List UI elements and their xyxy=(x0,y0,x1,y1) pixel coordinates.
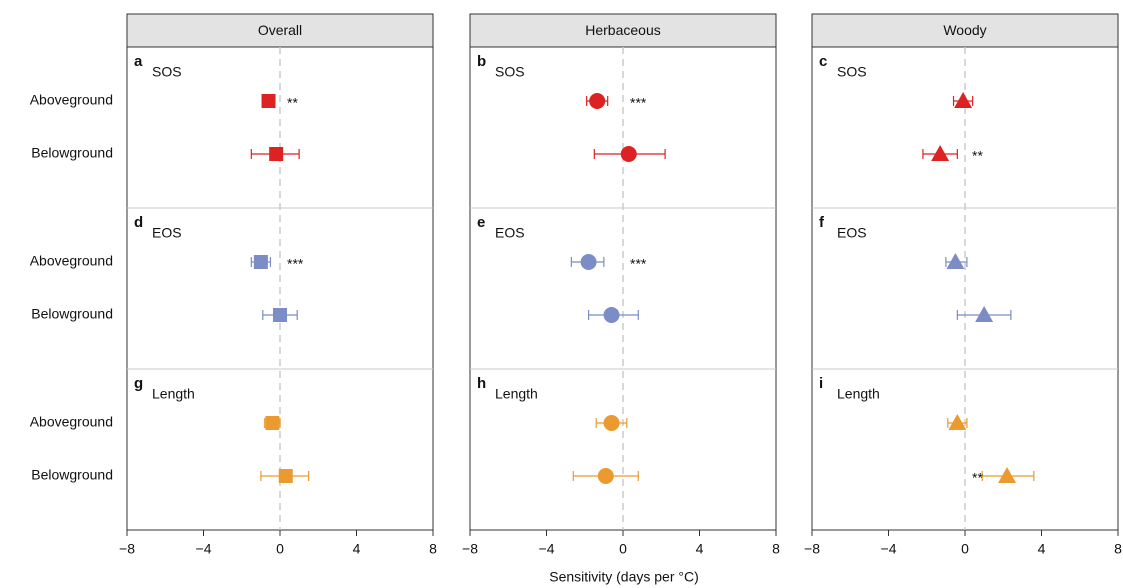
panel-letter: h xyxy=(477,375,486,392)
x-axis-label: Sensitivity (days per °C) xyxy=(549,569,699,585)
x-tick-label: −4 xyxy=(539,541,555,557)
y-tick-label: Belowground xyxy=(31,467,113,483)
marker xyxy=(597,468,614,484)
x-tick-label: 4 xyxy=(696,541,704,557)
marker xyxy=(603,307,620,323)
significance: *** xyxy=(630,95,647,111)
group-name: Length xyxy=(495,386,538,402)
marker xyxy=(946,253,965,269)
panel-title: Overall xyxy=(258,22,302,38)
significance: ** xyxy=(287,95,298,111)
x-tick-label: −4 xyxy=(881,541,897,557)
panel-letter: b xyxy=(477,53,486,70)
group-name: EOS xyxy=(837,225,867,241)
panel-header xyxy=(469,13,777,48)
y-tick-label: Aboveground xyxy=(30,253,113,269)
significance: *** xyxy=(630,256,647,272)
marker xyxy=(998,467,1017,483)
x-tick-label: −8 xyxy=(119,541,135,557)
x-tick-label: −8 xyxy=(462,541,478,557)
marker xyxy=(589,93,606,109)
group-name: Length xyxy=(837,386,880,402)
marker xyxy=(603,415,620,431)
group-name: Length xyxy=(152,386,195,402)
y-tick-label: Aboveground xyxy=(30,414,113,430)
x-tick-label: −8 xyxy=(804,541,820,557)
marker xyxy=(278,469,293,483)
group-name: SOS xyxy=(152,64,182,80)
significance: ** xyxy=(972,148,983,164)
y-tick-label: Aboveground xyxy=(30,92,113,108)
group-name: EOS xyxy=(152,225,182,241)
panel-header xyxy=(126,13,434,48)
x-tick-label: 0 xyxy=(619,541,627,557)
marker xyxy=(954,92,973,108)
marker xyxy=(975,306,994,322)
marker xyxy=(273,308,287,322)
group-name: SOS xyxy=(495,64,525,80)
x-tick-label: 0 xyxy=(961,541,969,557)
marker xyxy=(261,94,276,108)
x-tick-label: 4 xyxy=(353,541,361,557)
panel-letter: f xyxy=(819,214,825,231)
panel-title: Herbaceous xyxy=(585,22,661,38)
marker xyxy=(620,146,637,162)
group-name: EOS xyxy=(495,225,525,241)
significance: *** xyxy=(287,256,304,272)
panel-letter: g xyxy=(134,375,143,392)
x-tick-label: 8 xyxy=(429,541,437,557)
panel-title: Woody xyxy=(943,22,986,38)
panel-letter: e xyxy=(477,214,485,231)
marker xyxy=(253,255,268,269)
panel-letter: i xyxy=(819,375,823,392)
x-tick-label: 0 xyxy=(276,541,284,557)
x-tick-label: 8 xyxy=(1114,541,1122,557)
panel-letter: d xyxy=(134,214,143,231)
marker xyxy=(931,145,950,161)
marker xyxy=(269,147,284,161)
marker xyxy=(265,416,280,430)
panel-letter: a xyxy=(134,53,143,70)
group-name: SOS xyxy=(837,64,867,80)
panel-letter: c xyxy=(819,53,827,70)
significance: ** xyxy=(972,470,983,486)
x-tick-label: 8 xyxy=(772,541,780,557)
x-tick-label: −4 xyxy=(196,541,212,557)
y-tick-label: Belowground xyxy=(31,306,113,322)
y-tick-label: Belowground xyxy=(31,145,113,161)
marker xyxy=(948,414,967,430)
marker xyxy=(580,254,597,270)
x-tick-label: 4 xyxy=(1038,541,1046,557)
panel-header xyxy=(811,13,1119,48)
